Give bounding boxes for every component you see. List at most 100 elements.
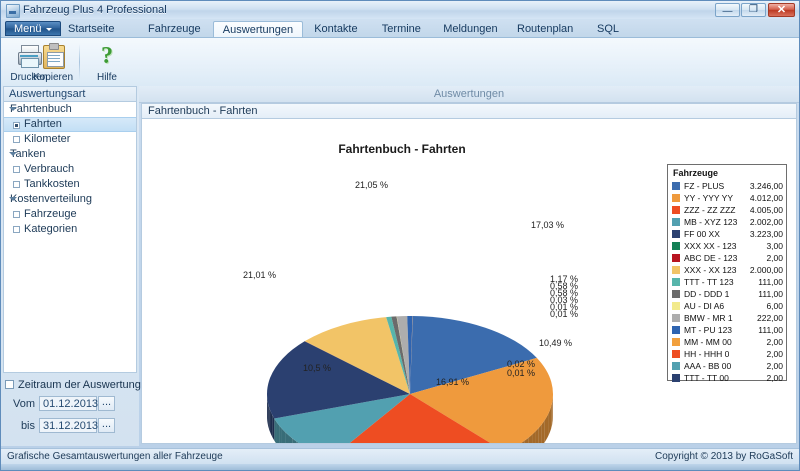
print-button[interactable]: Drucken [5, 40, 53, 84]
legend-color-swatch [672, 242, 680, 250]
legend-item: TTT - TT 00 2,00 [672, 372, 784, 384]
tree-checkbox[interactable] [13, 226, 20, 233]
legend-item-value: 3,00 [766, 241, 783, 251]
date-range-checkbox-row[interactable]: Zeitraum der Auswertung: [5, 378, 144, 392]
expand-triangle-icon[interactable] [9, 107, 17, 111]
pie-slice-side [272, 414, 275, 441]
date-range-checkbox[interactable] [5, 380, 14, 389]
legend-item-label: XXX XX - 123 [684, 241, 737, 251]
help-question-icon: ? [101, 43, 113, 69]
pie-slice[interactable] [396, 316, 410, 394]
pie-slice[interactable] [396, 316, 410, 394]
tree-checkbox[interactable] [13, 136, 20, 143]
pie-slice[interactable] [410, 316, 413, 394]
pie-slice[interactable] [407, 316, 413, 394]
pie-slice[interactable] [410, 316, 413, 394]
sidebar-item-kilometer[interactable]: Kilometer [4, 132, 136, 147]
pie-slice[interactable] [391, 316, 410, 394]
tab-label: Auswertungen [222, 24, 294, 36]
legend-item: HH - HHH 0 2,00 [672, 348, 784, 360]
expand-triangle-icon[interactable] [9, 197, 17, 201]
date-to-label: bis [20, 420, 35, 432]
minimize-button[interactable]: — [715, 3, 740, 17]
pie-slice-side [267, 400, 269, 426]
legend-item-label: MB - XYZ 123 [684, 217, 738, 227]
tree-checkbox[interactable] [13, 211, 20, 218]
tab-termine[interactable]: Termine [373, 21, 430, 37]
pie-percent-label: 1,17 % [550, 274, 579, 284]
sidebar-item-kostenverteilung[interactable]: Kostenverteilung [4, 192, 136, 207]
legend-item: TTT - TT 123 111,00 [672, 276, 784, 288]
pie-percent-label: 0,02 % [507, 359, 536, 369]
pie-slice[interactable] [274, 394, 410, 443]
pie-percent-label: 0,58 % [550, 288, 579, 298]
legend-item-label: DD - DDD 1 [684, 289, 730, 299]
pie-percent-label: 0,03 % [550, 295, 579, 305]
pie-percent-label: 0,01 % [550, 302, 579, 312]
date-range-checkbox-label: Zeitraum der Auswertung: [18, 379, 144, 391]
legend-item: MM - MM 00 2,00 [672, 336, 784, 348]
pie-slice[interactable] [267, 341, 410, 419]
tab-meldungen[interactable]: Meldungen [434, 21, 506, 37]
sidebar-item-fahrtenbuch[interactable]: Fahrtenbuch [4, 102, 136, 117]
legend-item-value: 111,00 [758, 325, 783, 335]
copy-button[interactable]: Kopieren [29, 40, 77, 84]
window-title: Fahrzeug Plus 4 Professional [23, 4, 167, 16]
date-from-picker-button[interactable]: ... [98, 396, 115, 411]
date-to-input[interactable]: 31.12.2013 [39, 418, 98, 433]
maximize-button[interactable]: ❐ [741, 3, 766, 17]
pie-slice[interactable] [410, 316, 413, 394]
tree-checkbox[interactable] [13, 181, 20, 188]
evaluation-type-tree[interactable]: Fahrtenbuch Fahrten Kilometer Tanken Verbrau… [3, 101, 137, 373]
document-tab[interactable]: Fahrtenbuch - Fahrten [141, 103, 797, 118]
legend-color-swatch [672, 350, 680, 358]
legend-item-label: ZZZ - ZZ ZZZ [684, 205, 736, 215]
sidebar-item-fahrten[interactable]: Fahrten [4, 117, 136, 132]
tree-checkbox[interactable] [13, 166, 20, 173]
legend-item-value: 2,00 [766, 337, 783, 347]
legend-item: AAA - BB 00 2,00 [672, 360, 784, 372]
pie-chart-svg [267, 316, 553, 443]
sidebar-item-fahrzeuge[interactable]: Fahrzeuge [4, 207, 136, 222]
date-to-picker-button[interactable]: ... [98, 418, 115, 433]
sidebar-item-tankkosten[interactable]: Tankkosten [4, 177, 136, 192]
pie-slice-side [532, 431, 536, 443]
pie-slice[interactable] [330, 394, 505, 443]
pie-slice[interactable] [386, 316, 410, 394]
expand-triangle-icon[interactable] [9, 152, 17, 156]
pie-slice[interactable] [410, 316, 537, 394]
help-button[interactable]: ? Hilfe [83, 40, 131, 84]
sidebar-item-verbrauch[interactable]: Verbrauch [4, 162, 136, 177]
menu-button[interactable]: Menü [5, 21, 61, 36]
help-button-label: Hilfe [96, 72, 117, 83]
pie-slice[interactable] [410, 316, 413, 394]
tree-checkbox[interactable] [13, 122, 20, 129]
window-bottom-edge [1, 464, 799, 470]
tab-routenplan[interactable]: Routenplan [508, 21, 582, 37]
legend-item: DD - DDD 1 111,00 [672, 288, 784, 300]
pie-chart: 17,03 % 21,05 % 21,01 % 10,5 % 16,91 % 10,49 … [142, 119, 672, 443]
pie-slice-side [296, 441, 299, 443]
pie-slice[interactable] [304, 341, 410, 394]
sidebar-item-kategorien[interactable]: Kategorien [4, 222, 136, 237]
tab-sql[interactable]: SQL [588, 21, 628, 37]
tab-auswertungen[interactable]: Auswertungen [212, 21, 304, 37]
pie-slice[interactable] [410, 357, 553, 443]
sidebar-item-tanken[interactable]: Tanken [4, 147, 136, 162]
tab-fahrzeuge[interactable]: Fahrzeuge [139, 21, 210, 37]
pie-slice[interactable] [304, 317, 410, 394]
close-button[interactable]: ✕ [768, 3, 795, 17]
chevron-down-icon [45, 27, 52, 31]
sidebar: Auswertungsart Fahrtenbuch Fahrten Kilomet… [1, 86, 144, 446]
sidebar-item-label: Kostenverteilung [10, 193, 92, 205]
date-from-input[interactable]: 01.12.2013 [39, 396, 98, 411]
sidebar-header: Auswertungsart [3, 86, 137, 101]
ribbon-separator [79, 44, 80, 80]
pie-slice[interactable] [304, 341, 410, 394]
legend-item-value: 222,00 [757, 313, 783, 323]
legend-item: XXX - XX 123 2.000,00 [672, 264, 784, 276]
pie-percent-label: 17,03 % [531, 220, 565, 230]
tab-kontakte[interactable]: Kontakte [305, 21, 366, 37]
tab-startseite[interactable]: Startseite [59, 21, 123, 37]
pie-slice-side [528, 434, 533, 443]
